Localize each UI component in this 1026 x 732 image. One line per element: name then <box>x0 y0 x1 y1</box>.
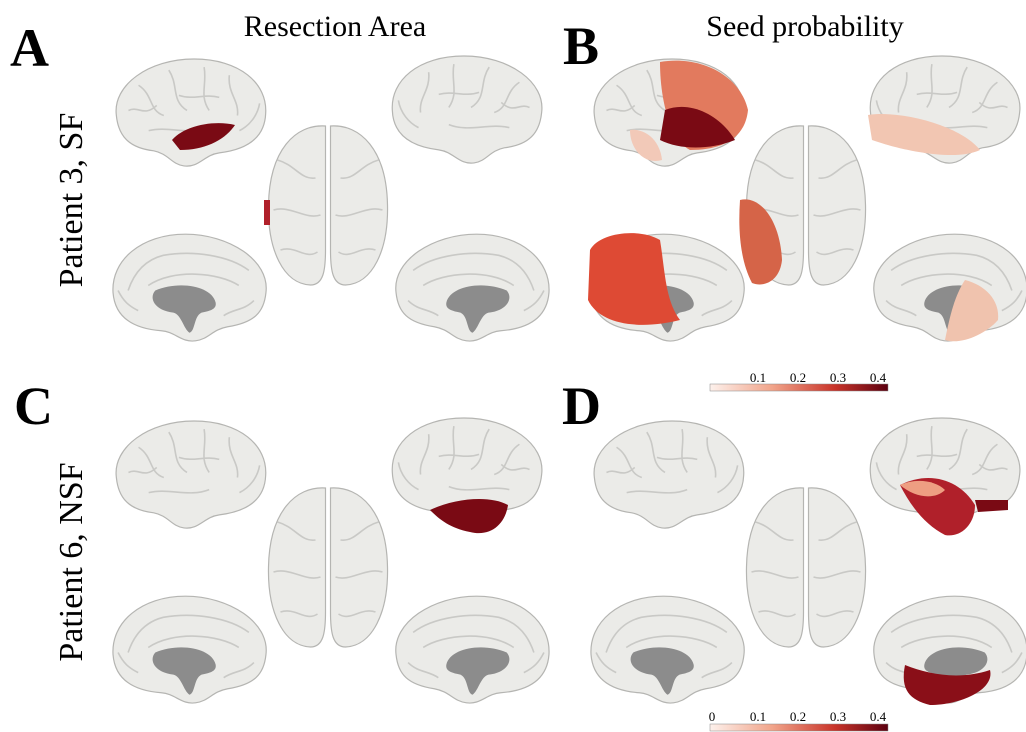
column-title: Resection Area <box>244 10 426 43</box>
panel-letter: C <box>14 376 53 436</box>
brain-lateral <box>116 421 266 528</box>
colorbar-tick-label: 0.2 <box>790 709 806 724</box>
colorbar-ticks: 0 0.1 0.2 0.3 0.4 <box>709 709 887 724</box>
brain-lateral <box>116 59 266 166</box>
colorbar-scale <box>710 384 888 391</box>
colorbar-tick-label: 0.3 <box>830 370 846 385</box>
colorbar-tick-label: 0.1 <box>750 370 766 385</box>
colorbar-tick-label: 0 <box>709 709 716 724</box>
column-title: Seed probability <box>706 10 903 43</box>
panel-letter: B <box>563 16 599 76</box>
panel-letter: A <box>10 18 49 78</box>
brain-dorsal <box>268 126 387 285</box>
row-label: Patient 6, NSF <box>53 462 90 661</box>
colorbar-tick-label: 0.2 <box>790 370 806 385</box>
colorbar-tick-label: 0.4 <box>870 370 887 385</box>
colorbar: 0.1 0.2 0.3 0.4 <box>710 370 888 391</box>
colorbar: 0 0.1 0.2 0.3 0.4 <box>709 709 888 731</box>
brain-medial <box>396 234 549 341</box>
colorbar-ticks: 0.1 0.2 0.3 0.4 <box>750 370 887 385</box>
figure: A B C D Resection Area Seed probability … <box>0 0 1026 732</box>
row-label: Patient 3, SF <box>53 113 90 288</box>
brain-dorsal <box>268 488 387 647</box>
colorbar-scale <box>710 724 888 731</box>
brain-lateral <box>594 421 744 528</box>
brain-medial <box>113 596 266 703</box>
brain-medial <box>113 234 266 341</box>
colorbar-tick-label: 0.1 <box>750 709 766 724</box>
overlay <box>264 200 270 225</box>
brain-medial <box>396 596 549 703</box>
brain-medial <box>591 596 744 703</box>
brain-lateral <box>392 56 542 163</box>
panel-letter: D <box>562 376 601 436</box>
overlay <box>975 500 1008 512</box>
colorbar-tick-label: 0.3 <box>830 709 846 724</box>
colorbar-tick-label: 0.4 <box>870 709 887 724</box>
brain-dorsal <box>746 488 865 647</box>
